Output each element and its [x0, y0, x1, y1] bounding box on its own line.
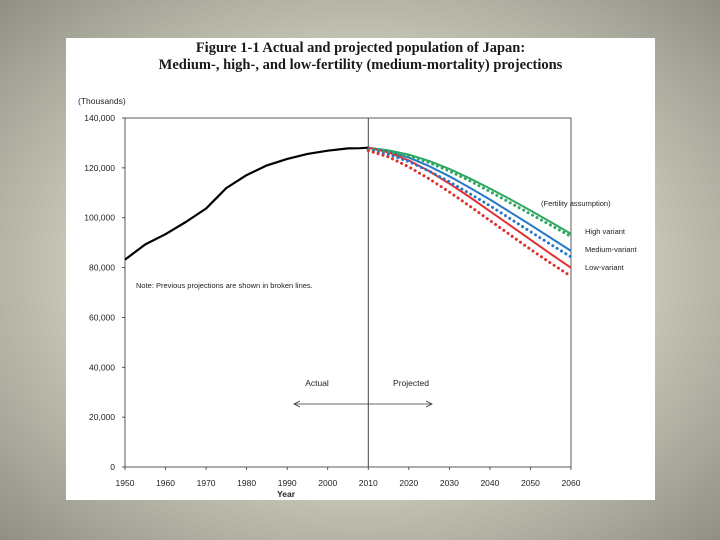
legend-title: (Fertility assumption): [541, 199, 611, 208]
axes-layer: 0 20,000 40,000 60,000 80,000 100,000 120,000 1…: [78, 96, 581, 499]
legend-label-medium: Medium-variant: [585, 245, 638, 254]
annotation-layer: (Fertility assumption) High variant Medium…: [136, 199, 638, 408]
x-tick-label: 2000: [318, 478, 337, 488]
x-tick-label: 1990: [278, 478, 297, 488]
y-tick-label: 20,000: [89, 412, 115, 422]
y-tick-label: 140,000: [84, 113, 115, 123]
population-chart: 0 20,000 40,000 60,000 80,000 100,000 120,000 1…: [78, 96, 638, 499]
series-line-low-prev: [366, 149, 573, 278]
actual-label: Actual: [305, 378, 329, 388]
legend-label-low: Low-variant: [585, 263, 625, 272]
y-tick-label: 80,000: [89, 263, 115, 273]
y-tick-label: 40,000: [89, 362, 115, 372]
x-tick-label: 1950: [116, 478, 135, 488]
x-tick-label: 2030: [440, 478, 459, 488]
x-tick-label: 1960: [156, 478, 175, 488]
x-tick-label: 2040: [480, 478, 499, 488]
arrow-left-head: [293, 400, 301, 408]
x-axis-label: Year: [277, 489, 296, 499]
plot-frame: [124, 117, 572, 468]
figure-title: Figure 1-1 Actual and projected populati…: [66, 40, 655, 74]
y-tick-label: 60,000: [89, 312, 115, 322]
x-tick-label: 1980: [237, 478, 256, 488]
x-tick-label: 2010: [359, 478, 378, 488]
x-tick-label: 2050: [521, 478, 540, 488]
figure-title-line-2: Medium-, high-, and low-fertility (mediu…: [158, 57, 563, 73]
y-tick-label: 100,000: [84, 213, 115, 223]
series-line-high-prev: [366, 147, 573, 238]
y-tick-label: 120,000: [84, 163, 115, 173]
x-tick-label: 2060: [562, 478, 581, 488]
series-line-high: [368, 146, 572, 235]
series-layer: [124, 146, 573, 278]
y-axis-label: (Thousands): [78, 96, 126, 106]
y-tick-label: 0: [110, 462, 115, 472]
arrow-right-head: [425, 400, 433, 408]
figure-title-line-1: Figure 1-1 Actual and projected populati…: [195, 40, 526, 56]
projected-label: Projected: [393, 378, 429, 388]
x-tick-label: 2020: [399, 478, 418, 488]
note-text: Note: Previous projections are shown in …: [136, 281, 313, 290]
series-line-medium: [368, 146, 572, 252]
series-line-actual: [124, 146, 369, 261]
legend-label-high: High variant: [585, 227, 626, 236]
series-line-low: [368, 146, 572, 269]
series-line-medium-prev: [366, 148, 573, 259]
x-tick-label: 1970: [197, 478, 216, 488]
slide-panel: Figure 1-1 Actual and projected populati…: [66, 38, 655, 500]
